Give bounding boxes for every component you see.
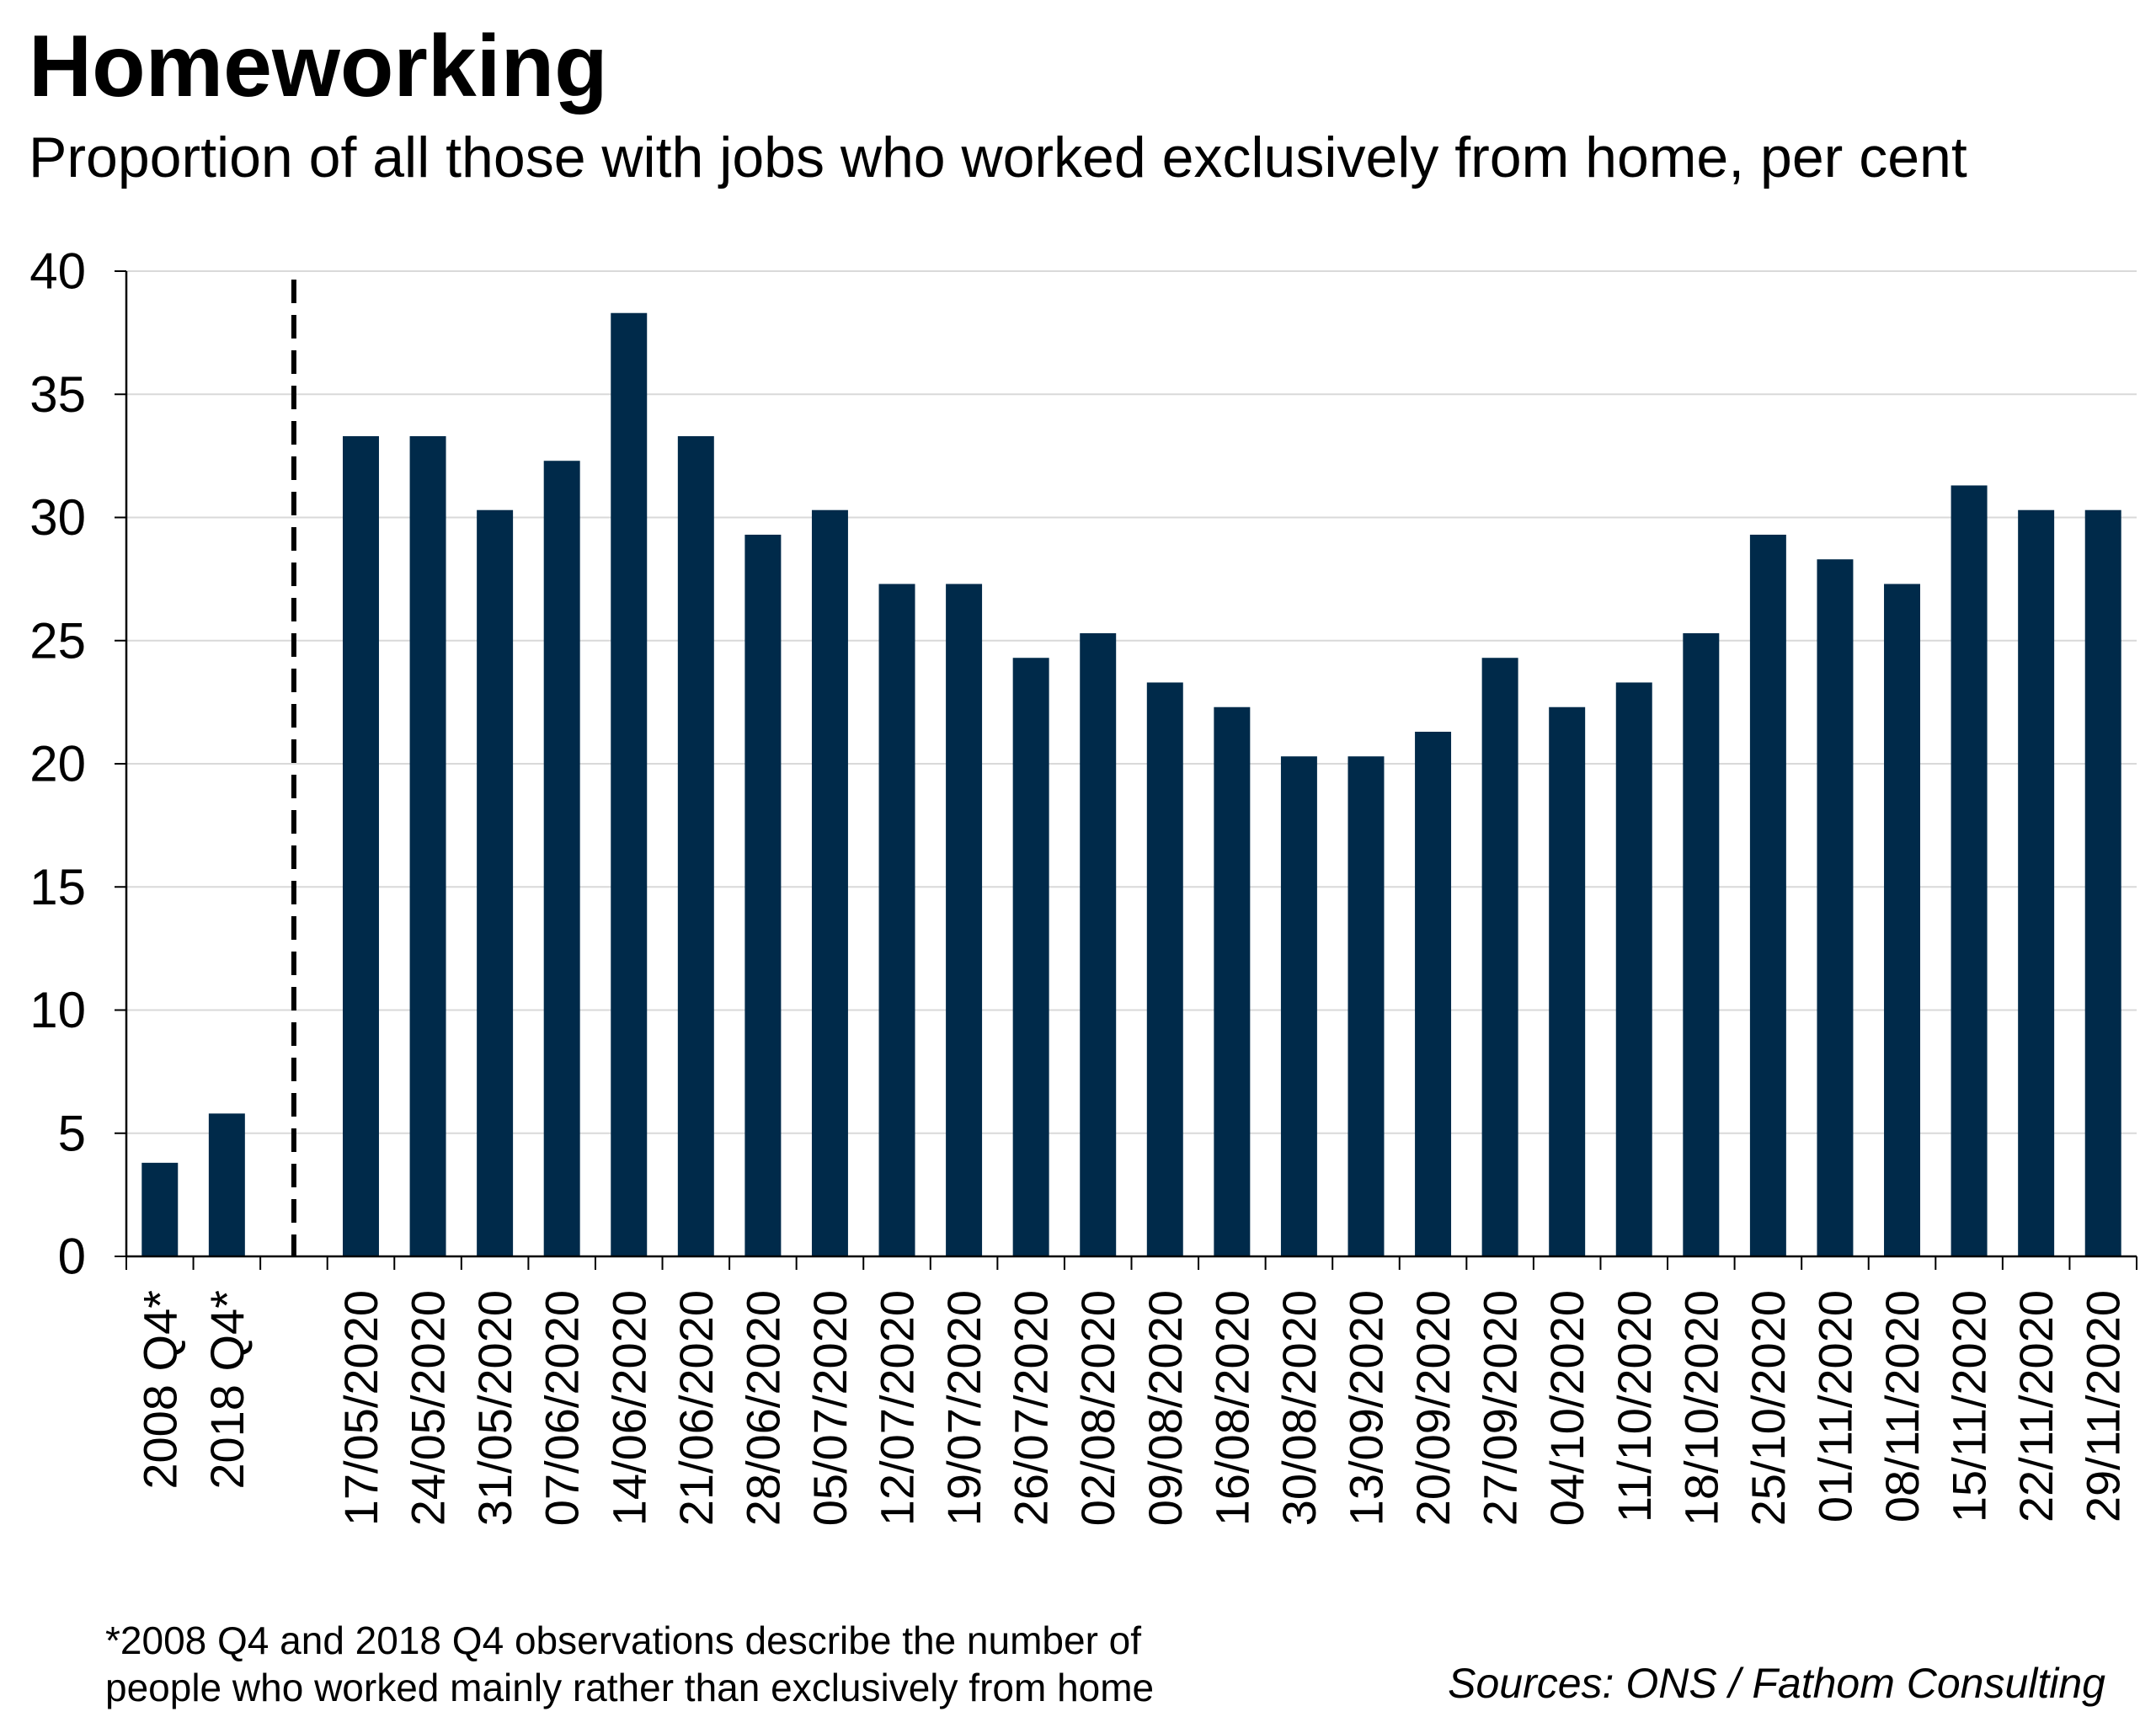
bar-11 — [946, 584, 983, 1256]
x-tick-label: 25/10/2020 — [1742, 1290, 1795, 1526]
bar-25 — [1884, 584, 1920, 1256]
bar-19 — [1481, 658, 1518, 1256]
x-tick-label: 29/11/2020 — [2077, 1290, 2130, 1522]
x-tick-label: 21/06/2020 — [670, 1290, 723, 1526]
bar-23 — [1749, 534, 1786, 1256]
y-tick-label: 0 — [58, 1229, 86, 1285]
bar-1 — [208, 1113, 245, 1256]
bar-5 — [543, 461, 580, 1256]
y-tick-label: 20 — [29, 736, 86, 792]
chart-title: Homeworking — [29, 18, 608, 115]
bar-16 — [1280, 756, 1317, 1256]
source-note: Sources: ONS / Fathom Consulting — [1448, 1660, 2105, 1707]
x-tick-label: 01/11/2020 — [1808, 1290, 1861, 1522]
bar-chart: 0 5 10 15 20 25 30 35 40 2008 Q4* 2018 Q4* 17/05/20… — [29, 243, 2137, 1527]
bar-14 — [1146, 682, 1183, 1256]
x-tick-label: 28/06/2020 — [736, 1290, 789, 1526]
tick-labels: 0 5 10 15 20 25 30 35 40 2008 Q4* 2018 Q4* 17/05/20… — [29, 243, 2129, 1527]
x-tick-label: 11/10/2020 — [1608, 1290, 1661, 1522]
footnote-line-2: people who worked mainly rather than exc… — [105, 1666, 1155, 1710]
bar-28 — [2084, 509, 2121, 1256]
bar-3 — [409, 435, 446, 1256]
x-tick-label: 19/07/2020 — [937, 1290, 990, 1526]
x-tick-label: 2018 Q4* — [200, 1290, 253, 1490]
chart-subtitle: Proportion of all those with jobs who wo… — [29, 125, 1967, 189]
bar-9 — [811, 509, 848, 1256]
x-tick-label: 13/09/2020 — [1339, 1290, 1392, 1526]
bar-24 — [1817, 559, 1854, 1256]
footnote: *2008 Q4 and 2018 Q4 observations descri… — [105, 1617, 1154, 1711]
bar-20 — [1549, 707, 1586, 1256]
bar-6 — [611, 312, 648, 1257]
x-tick-label: 20/09/2020 — [1406, 1290, 1460, 1526]
x-tick-label: 08/11/2020 — [1876, 1290, 1929, 1522]
y-tick-label: 30 — [29, 489, 86, 546]
x-tick-label: 18/10/2020 — [1674, 1290, 1727, 1526]
y-tick-label: 35 — [29, 366, 86, 423]
x-tick-label: 24/05/2020 — [402, 1290, 455, 1526]
x-tick-label: 17/05/2020 — [334, 1290, 387, 1526]
x-tick-label: 27/09/2020 — [1474, 1290, 1527, 1526]
bar-0 — [141, 1162, 179, 1256]
bars — [141, 312, 2121, 1257]
x-tick-label: 09/08/2020 — [1139, 1290, 1192, 1526]
x-tick-label: 22/11/2020 — [2009, 1290, 2063, 1522]
footnote-line-1: *2008 Q4 and 2018 Q4 observations descri… — [105, 1618, 1142, 1662]
bar-12 — [1012, 658, 1049, 1256]
bar-21 — [1615, 682, 1652, 1256]
bar-22 — [1683, 632, 1720, 1256]
x-tick-label: 14/06/2020 — [602, 1290, 655, 1526]
x-tick-label: 31/05/2020 — [468, 1290, 521, 1526]
bar-8 — [744, 534, 782, 1256]
bar-15 — [1214, 707, 1251, 1256]
y-tick-label: 10 — [29, 982, 86, 1038]
bar-17 — [1348, 756, 1385, 1256]
bar-27 — [2018, 509, 2055, 1256]
x-tick-label: 04/10/2020 — [1540, 1290, 1593, 1526]
y-tick-label: 15 — [29, 859, 86, 915]
y-tick-label: 5 — [58, 1105, 86, 1161]
x-tick-label: 2008 Q4* — [133, 1290, 186, 1490]
x-tick-label: 30/08/2020 — [1273, 1290, 1326, 1526]
x-tick-label: 07/06/2020 — [536, 1290, 589, 1526]
x-tick-label: 05/07/2020 — [803, 1290, 857, 1526]
bar-13 — [1080, 632, 1117, 1256]
y-tick-label: 25 — [29, 612, 86, 669]
bar-2 — [343, 435, 379, 1256]
x-tick-label: 26/07/2020 — [1005, 1290, 1058, 1526]
bar-18 — [1415, 731, 1452, 1256]
x-tick-label: 12/07/2020 — [871, 1290, 924, 1526]
bar-4 — [477, 509, 514, 1256]
x-tick-label: 02/08/2020 — [1071, 1290, 1124, 1526]
bar-10 — [878, 584, 915, 1256]
axes — [115, 270, 2137, 1270]
bar-26 — [1951, 485, 1988, 1256]
bar-7 — [677, 435, 714, 1256]
gridlines — [126, 270, 2137, 1134]
y-tick-label: 40 — [29, 243, 86, 300]
x-tick-label: 15/11/2020 — [1943, 1290, 1996, 1522]
x-tick-label: 16/08/2020 — [1205, 1290, 1258, 1526]
